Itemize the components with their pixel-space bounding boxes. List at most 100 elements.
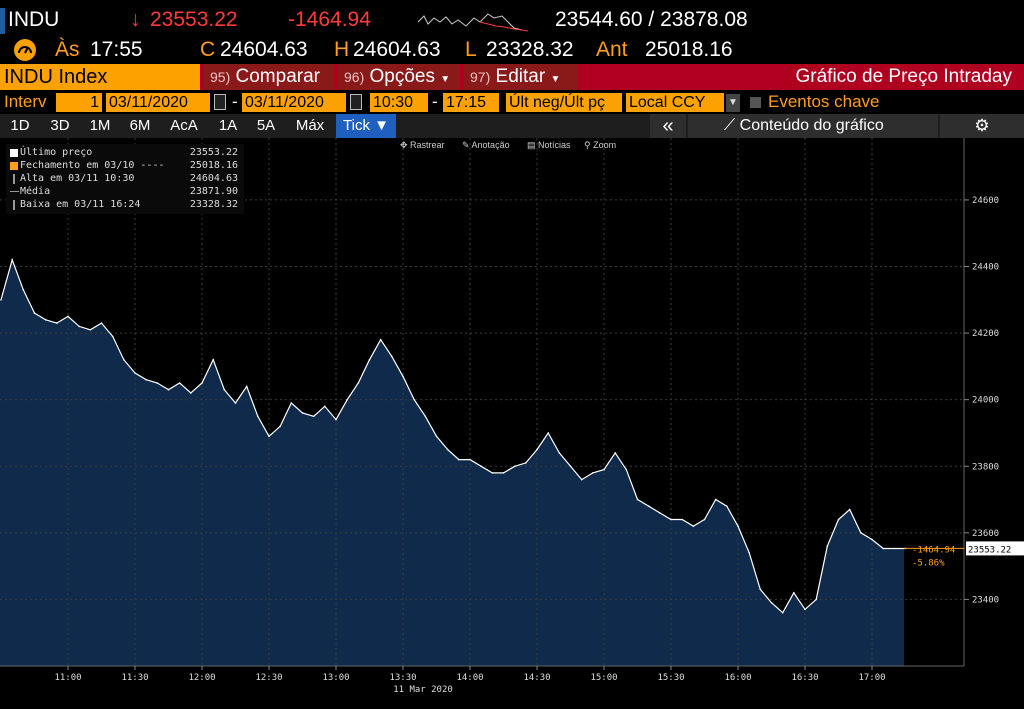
track-label: Rastrear [410, 140, 445, 150]
tab-max[interactable]: Máx [295, 117, 325, 134]
x-tick-label: 11:30 [121, 673, 148, 683]
sparkline-icon [418, 13, 528, 32]
collapse-button[interactable]: « [650, 114, 686, 138]
intraday-chart[interactable]: 23400 23600 23800 24000 24200 24400 24600 11:00… [0, 138, 1024, 704]
price-point [11, 259, 13, 261]
price-point [502, 472, 505, 474]
price-point [89, 329, 92, 331]
legend-prev-close: Fechamento em 03/10 ---- 25018.16 [6, 159, 244, 172]
options-button[interactable]: 96) Opções ▼ [338, 64, 460, 90]
date-from-input[interactable]: 03/11/2020 [106, 93, 210, 112]
price-point [770, 601, 773, 604]
price-point [279, 425, 282, 428]
interval-label: Interv [4, 92, 47, 111]
price-point [134, 372, 136, 374]
x-tick-label: 16:30 [791, 673, 818, 683]
price-point [837, 518, 840, 521]
price-point [357, 382, 360, 384]
price-chart-svg[interactable]: 23400 23600 23800 24000 24200 24400 24600 11:00… [0, 138, 1024, 704]
legend-average: Média 23871.90 [6, 185, 244, 198]
tab-1y[interactable]: 1A [218, 117, 238, 134]
interval-input[interactable]: 1 [56, 93, 102, 112]
x-tick-label: 14:30 [523, 673, 550, 683]
tab-1m[interactable]: 1M [89, 117, 111, 134]
chevron-down-icon: ▼ [440, 74, 451, 85]
tab-3d[interactable]: 3D [50, 117, 70, 134]
tab-ytd[interactable]: AcA [170, 117, 198, 134]
down-arrow-icon: ↓ [130, 8, 141, 31]
price-point [558, 452, 561, 454]
price-point [480, 465, 483, 468]
ticker-label: INDU [8, 8, 60, 31]
news-tool[interactable]: ▤ Notícias [527, 140, 571, 150]
x-tick-label: 14:00 [456, 673, 483, 683]
tab-5y[interactable]: 5A [256, 117, 276, 134]
legend-value: 23328.32 [189, 199, 238, 210]
y-tick-label: 24000 [972, 396, 999, 406]
calendar-icon[interactable] [350, 94, 362, 110]
x-tick-label: 16:00 [724, 673, 751, 683]
price-point [848, 508, 851, 511]
x-tick-label: 11:00 [54, 673, 81, 683]
tab-6m[interactable]: 6M [129, 117, 151, 134]
high-label: H [334, 38, 350, 61]
track-tool[interactable]: ✥ Rastrear [400, 140, 445, 150]
net-change: -1464.94 [288, 8, 371, 31]
price-point [335, 418, 337, 421]
legend-value: 24604.63 [189, 173, 238, 184]
legend-high-icon [13, 174, 15, 184]
chevron-down-icon[interactable]: ▼ [726, 94, 740, 112]
last-price-tag [966, 541, 1024, 556]
price-point [178, 382, 181, 384]
key-events-checkbox[interactable] [750, 97, 761, 108]
price-point [647, 505, 650, 508]
price-point [156, 382, 159, 384]
price-point [446, 448, 449, 451]
tab-tick[interactable]: Tick ▼ [336, 114, 396, 138]
price-point [123, 358, 125, 361]
legend-label: Fechamento em 03/10 ---- [20, 160, 165, 171]
price-point [167, 388, 170, 391]
tab-1d[interactable]: 1D [10, 117, 30, 134]
high-value: 24604.63 [353, 38, 441, 61]
price-point [826, 545, 829, 547]
time-from-input[interactable]: 10:30 [370, 93, 428, 112]
price-point [525, 462, 527, 464]
price-point [22, 289, 25, 291]
options-label: Opções [369, 66, 435, 87]
price-point [491, 472, 494, 474]
legend-high: Alta em 03/11 10:30 24604.63 [6, 172, 244, 185]
security-input[interactable]: INDU Index [0, 64, 200, 90]
calendar-icon[interactable] [214, 94, 226, 110]
zoom-label: Zoom [593, 140, 617, 150]
price-point [346, 398, 349, 401]
price-point [111, 335, 114, 338]
chart-content-button[interactable]: ⟋ Conteúdo do gráfico [688, 114, 938, 138]
price-point [893, 547, 896, 550]
prev-close-value: 25018.16 [645, 38, 733, 61]
annotation-tool[interactable]: ✎ Anotação [462, 140, 510, 150]
quote-time: 17:55 [90, 38, 143, 61]
currency-select[interactable]: Local CCY [626, 93, 724, 112]
y-tick-label: 23400 [972, 595, 999, 605]
price-point [681, 518, 683, 521]
price-point [871, 538, 873, 541]
field-select[interactable]: Últ neg/Últ pç [506, 93, 622, 112]
compare-button[interactable]: 95) Comparar [204, 64, 334, 90]
price-point [56, 322, 58, 324]
zoom-tool[interactable]: ⚲ Zoom [584, 140, 617, 150]
price-point [603, 468, 605, 471]
edit-button[interactable]: 97) Editar ▼ [464, 64, 578, 90]
time-to-input[interactable]: 17:15 [443, 93, 499, 112]
date-separator: - [232, 92, 238, 111]
date-to-input[interactable]: 03/11/2020 [242, 93, 346, 112]
quote-detail-row: Às 17:55 C 24604.63 H 24604.63 L 23328.3… [0, 36, 1024, 64]
price-point [212, 358, 214, 361]
x-tick-label: 17:00 [858, 673, 885, 683]
legend-value: 25018.16 [189, 160, 238, 171]
price-point [804, 608, 806, 611]
legend-low: Baixa em 03/11 16:24 23328.32 [6, 198, 244, 211]
change-pct-label: -5.86% [912, 558, 945, 568]
price-point [793, 592, 795, 594]
gear-icon[interactable]: ⚙ [940, 114, 1024, 138]
